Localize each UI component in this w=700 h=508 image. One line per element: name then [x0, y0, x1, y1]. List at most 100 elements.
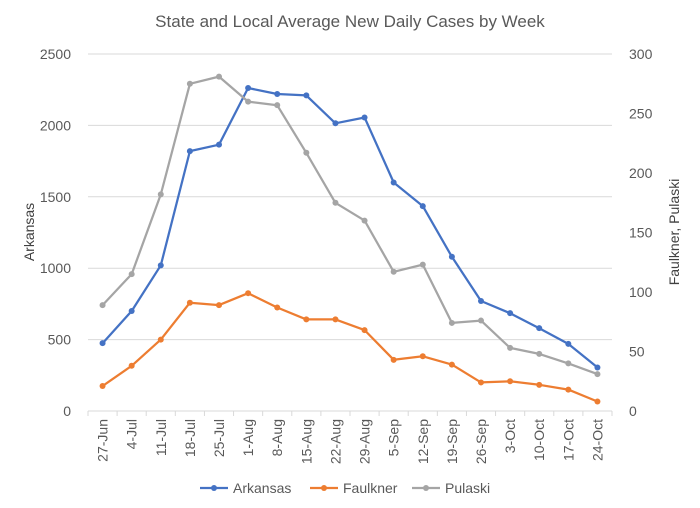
data-point — [332, 199, 339, 206]
data-point — [478, 317, 484, 324]
data-point — [565, 360, 572, 367]
data-point — [565, 340, 572, 347]
data-point — [216, 73, 222, 80]
legend-label: Pulaski — [445, 480, 490, 496]
data-point — [128, 362, 135, 369]
series-pulaski — [99, 73, 601, 378]
data-point — [99, 340, 106, 347]
data-point — [594, 398, 601, 405]
data-point — [448, 319, 455, 326]
left-y-axis-label: Arkansas — [21, 203, 37, 261]
data-point — [274, 304, 281, 311]
data-point — [245, 84, 252, 91]
x-tick-label: 10-Oct — [531, 419, 547, 461]
data-point — [157, 262, 164, 269]
data-point — [128, 271, 135, 278]
data-point — [186, 299, 193, 306]
grid — [88, 53, 612, 412]
legend-label: Arkansas — [233, 480, 291, 496]
series-line — [101, 86, 599, 369]
data-point — [157, 336, 164, 343]
right-y-tick-label: 200 — [629, 165, 653, 181]
left-y-axis-ticks: 0 500 1000 1500 2000 2500 — [40, 46, 71, 419]
data-point — [390, 268, 397, 275]
left-y-tick-label: 2500 — [40, 46, 71, 62]
x-tick-label: 18-Jul — [182, 419, 198, 457]
x-tick-label: 3-Oct — [502, 419, 518, 453]
data-point — [274, 102, 281, 109]
data-point — [507, 344, 514, 351]
legend: Arkansas Faulkner Pulaski — [200, 480, 490, 496]
legend-marker — [211, 485, 217, 491]
right-y-tick-label: 50 — [629, 344, 645, 360]
left-y-tick-label: 2000 — [40, 117, 71, 133]
series-arkansas — [99, 84, 601, 371]
data-point — [361, 327, 368, 334]
chart-title: State and Local Average New Daily Cases … — [155, 12, 545, 31]
data-point — [216, 302, 222, 309]
data-point — [274, 90, 281, 97]
data-point — [157, 191, 164, 198]
data-point — [594, 364, 601, 371]
left-y-tick-label: 1500 — [40, 189, 71, 205]
data-point — [245, 290, 252, 297]
legend-label: Faulkner — [343, 480, 398, 496]
series-line — [101, 292, 598, 403]
series-line — [101, 75, 598, 376]
data-point — [536, 350, 543, 357]
data-point — [186, 148, 193, 155]
right-y-tick-label: 0 — [629, 403, 637, 419]
data-point — [565, 386, 572, 393]
data-point — [390, 179, 397, 186]
data-point — [361, 217, 368, 224]
x-tick-label: 12-Sep — [415, 419, 431, 464]
data-point — [478, 379, 484, 386]
legend-item-pulaski: Pulaski — [412, 480, 490, 496]
left-y-tick-label: 1000 — [40, 260, 71, 276]
x-tick-label: 15-Aug — [298, 419, 314, 464]
series-layer — [99, 73, 601, 405]
legend-marker — [423, 485, 429, 491]
data-point — [303, 316, 310, 323]
data-point — [419, 353, 426, 360]
x-tick-label: 5-Sep — [386, 419, 402, 457]
data-point — [536, 381, 543, 388]
data-point — [419, 261, 426, 268]
series-faulkner — [99, 290, 601, 405]
data-point — [99, 383, 106, 390]
left-y-tick-label: 500 — [48, 332, 72, 348]
right-y-axis-label: Faulkner, Pulaski — [666, 179, 682, 286]
x-tick-label: 26-Sep — [473, 419, 489, 464]
x-tick-label: 17-Oct — [560, 419, 576, 461]
data-point — [594, 371, 601, 378]
data-point — [99, 302, 106, 309]
x-tick-label: 11-Jul — [153, 419, 169, 456]
data-point — [448, 253, 455, 260]
data-point — [419, 203, 426, 210]
data-point — [361, 114, 368, 121]
data-point — [245, 98, 252, 105]
x-tick-label: 25-Jul — [211, 419, 227, 457]
right-y-tick-label: 300 — [629, 46, 653, 62]
x-tick-label: 8-Aug — [269, 419, 285, 456]
data-point — [448, 361, 455, 368]
data-point — [303, 149, 310, 156]
x-tick-label: 4-Jul — [124, 419, 140, 449]
x-axis-ticks: 27-Jun 4-Jul 11-Jul 18-Jul 25-Jul 1-Aug 8-Aug 1… — [87, 410, 613, 464]
left-y-tick-label: 0 — [63, 403, 71, 419]
data-point — [507, 378, 514, 385]
data-point — [507, 310, 514, 317]
x-tick-label: 29-Aug — [357, 419, 373, 464]
x-tick-label: 27-Jun — [95, 419, 111, 462]
data-point — [390, 356, 397, 363]
data-point — [303, 92, 310, 99]
data-point — [332, 316, 339, 323]
data-point — [128, 308, 135, 315]
data-point — [216, 141, 222, 148]
data-point — [186, 80, 193, 87]
right-y-tick-label: 150 — [629, 225, 653, 241]
data-point — [332, 120, 339, 127]
data-point — [536, 325, 543, 332]
